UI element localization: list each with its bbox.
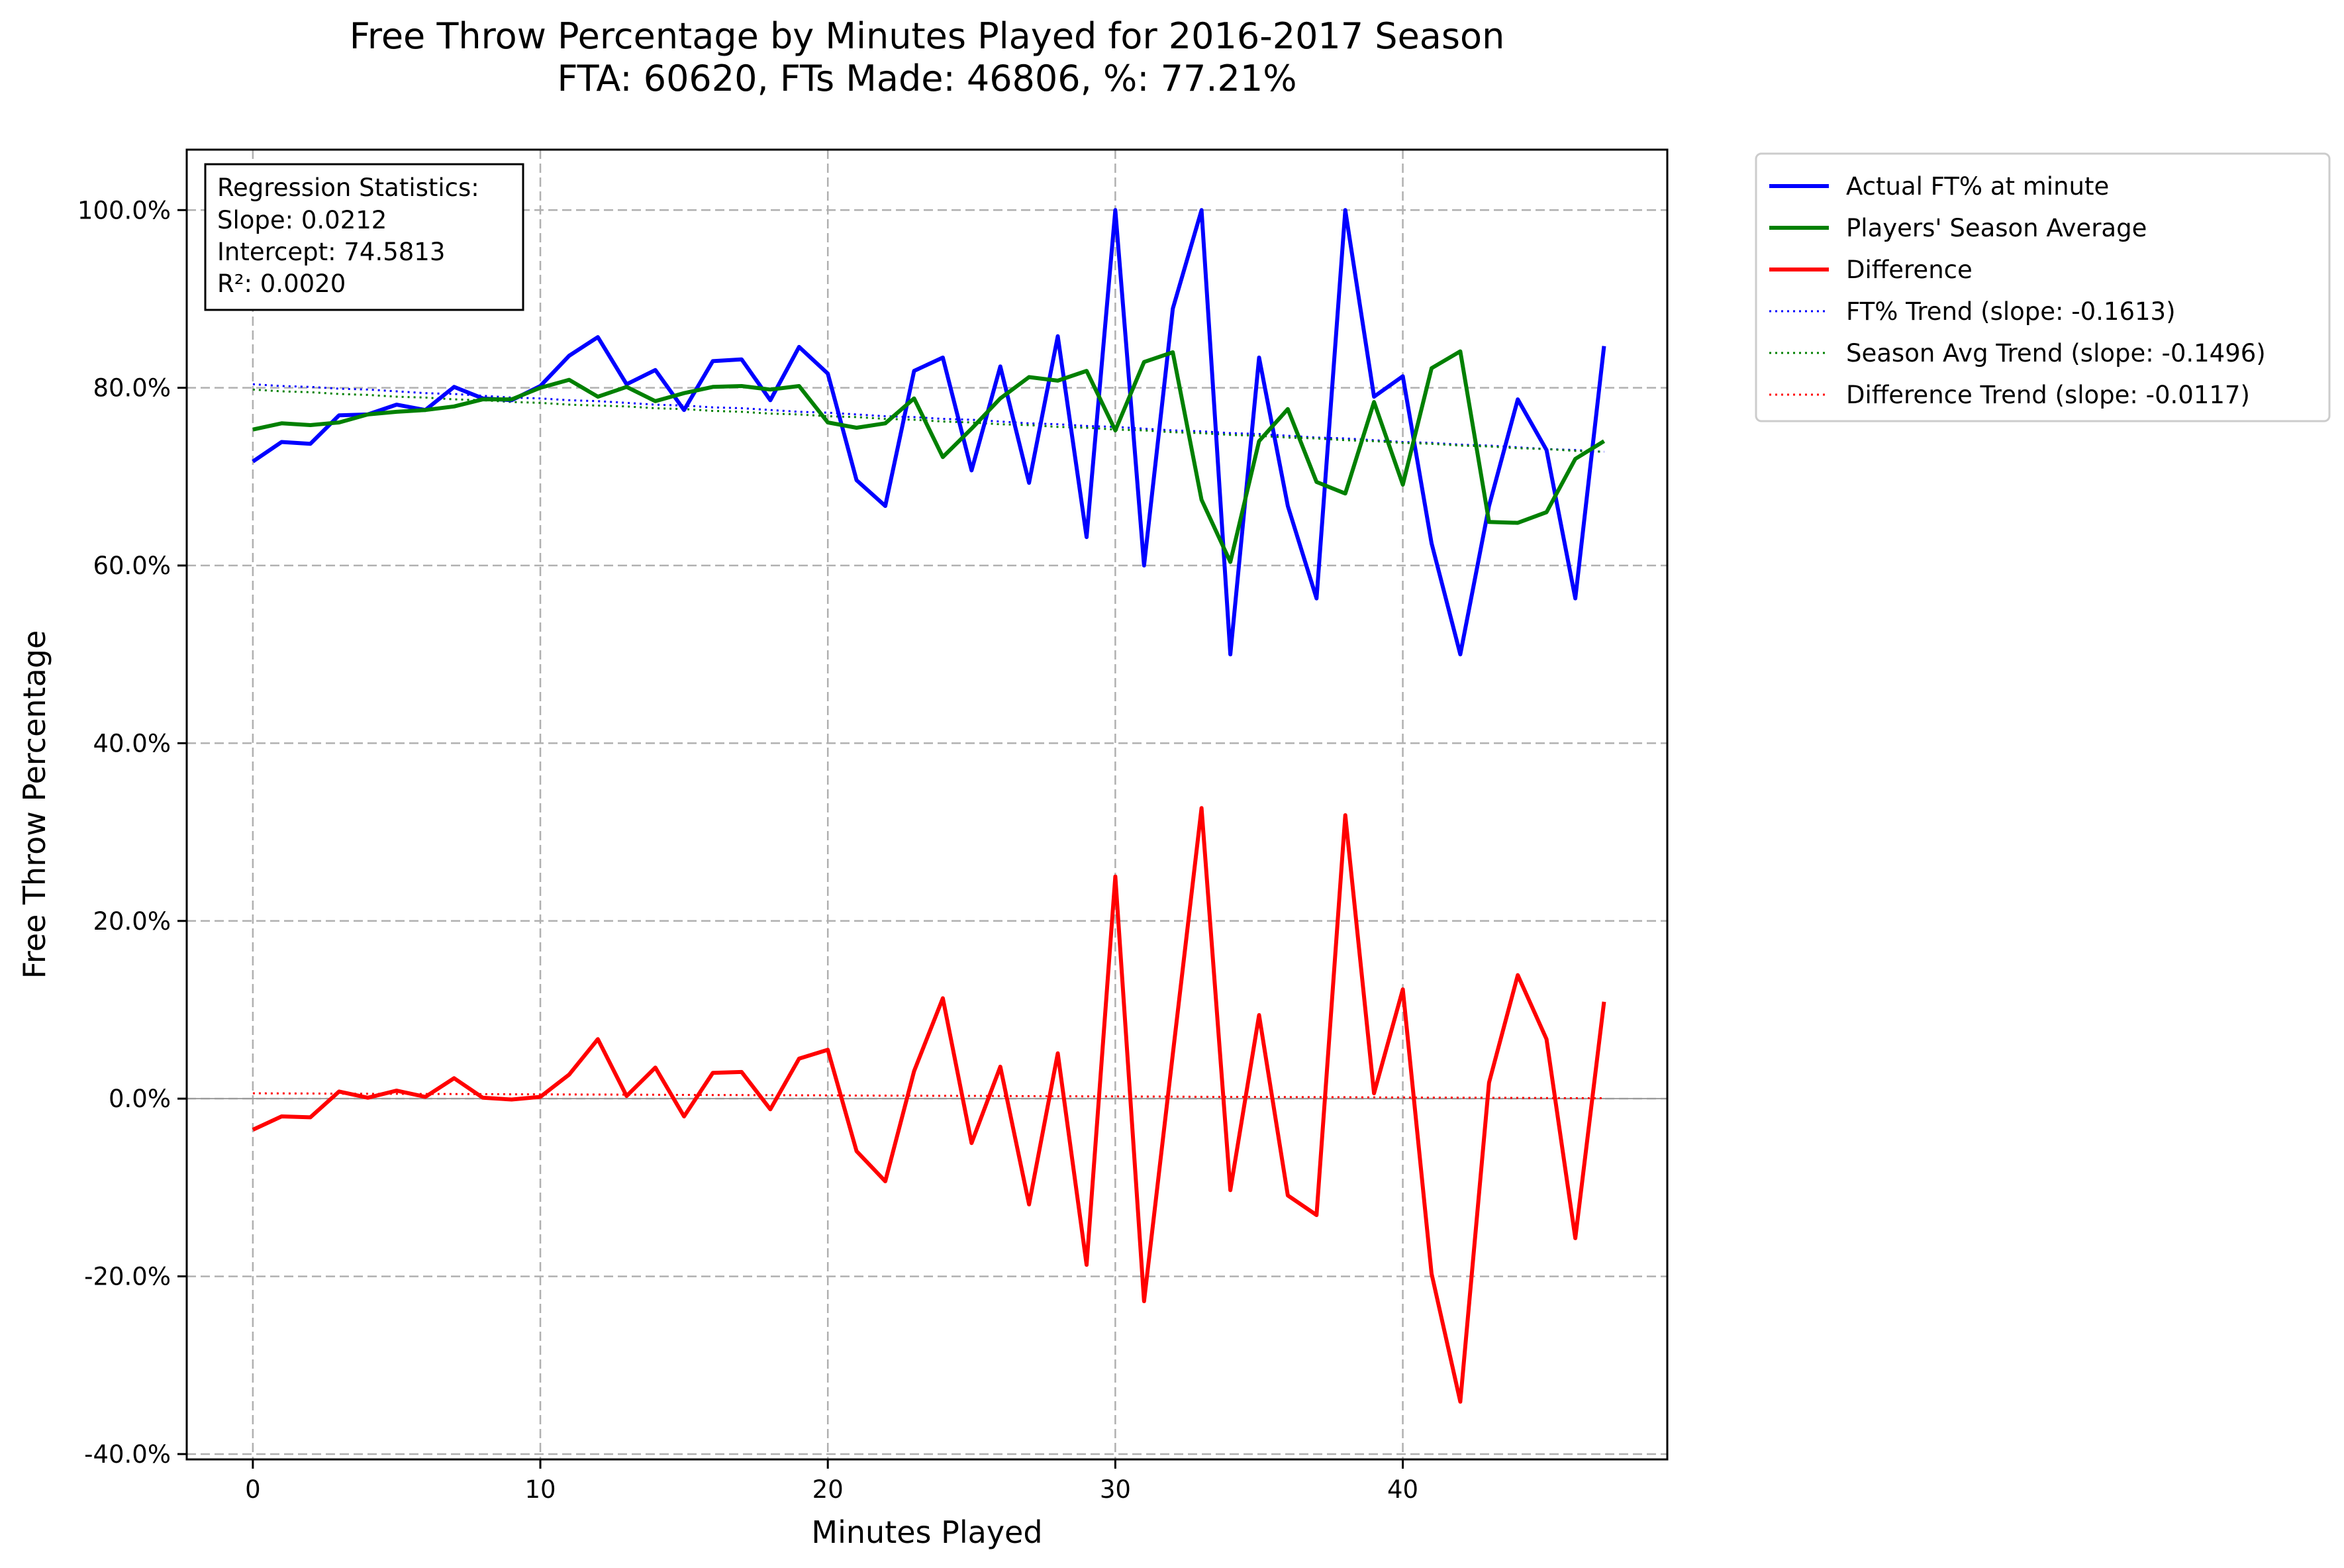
series-line-season-avg-trend-slope-0-1496 xyxy=(252,388,1604,453)
y-tick-label: 100.0% xyxy=(77,196,171,224)
y-tick-label: -20.0% xyxy=(84,1263,171,1291)
legend-frame xyxy=(1755,152,2331,422)
x-tick-label: 10 xyxy=(524,1475,556,1504)
plot-area xyxy=(187,150,1667,1459)
y-tick-label: 40.0% xyxy=(93,729,171,758)
x-tick-label: 0 xyxy=(245,1475,261,1504)
legend-label-actual-ft-at-minute: Actual FT% at minute xyxy=(1846,172,2109,201)
series-line-actual-ft-at-minute xyxy=(252,208,1606,657)
y-tick-label: 20.0% xyxy=(93,907,171,936)
regression-statistics-box: Regression Statistics: Slope: 0.0212 Int… xyxy=(204,163,524,311)
regression-slope: Slope: 0.0212 xyxy=(217,206,387,234)
x-tick-label: 40 xyxy=(1387,1475,1418,1504)
series-line-players-season-average xyxy=(252,349,1606,564)
regression-statistics-heading: Regression Statistics: xyxy=(217,173,479,202)
legend-label-players-season-average: Players' Season Average xyxy=(1846,214,2147,242)
regression-intercept: Intercept: 74.5813 xyxy=(217,238,445,266)
legend-label-season-avg-trend-slope-0-1496: Season Avg Trend (slope: -0.1496) xyxy=(1846,339,2266,368)
legend: Actual FT% at minute Players' Season Aver… xyxy=(1755,152,2331,422)
y-axis-label: Free Throw Percentage xyxy=(17,630,52,979)
y-tick-label: 60.0% xyxy=(93,552,171,580)
x-axis-label: Minutes Played xyxy=(811,1514,1042,1550)
regression-statistics-frame xyxy=(204,163,524,311)
x-tick-label: 30 xyxy=(1100,1475,1131,1504)
legend-label-difference: Difference xyxy=(1846,256,1973,284)
y-tick-label: 0.0% xyxy=(109,1085,171,1113)
chart-title: Free Throw Percentage by Minutes Played … xyxy=(350,15,1505,57)
y-tick-label: -40.0% xyxy=(84,1440,171,1469)
y-tick-label: 80.0% xyxy=(93,374,171,403)
chart-subtitle: FTA: 60620, FTs Made: 46806, %: 77.21% xyxy=(557,58,1296,99)
series-line-difference xyxy=(252,806,1606,1404)
legend-label-ft-trend-slope-0-1613: FT% Trend (slope: -0.1613) xyxy=(1846,297,2176,326)
regression-r-squared: R²: 0.0020 xyxy=(217,270,346,298)
series-line-difference-trend-slope-0-0117 xyxy=(252,1092,1604,1099)
series-line-ft-trend-slope-0-1613 xyxy=(252,383,1604,453)
plot-frame xyxy=(185,148,1669,1461)
legend-label-difference-trend-slope-0-0117: Difference Trend (slope: -0.0117) xyxy=(1846,381,2250,409)
x-tick-label: 20 xyxy=(812,1475,844,1504)
